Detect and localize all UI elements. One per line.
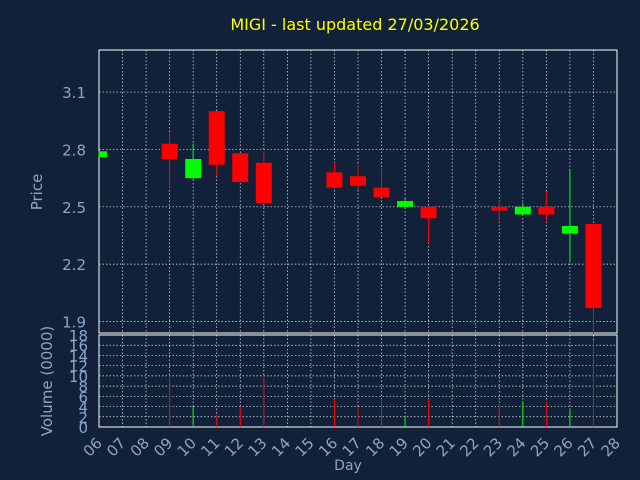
volume-tick-label: 2 — [78, 409, 88, 427]
x-tick-label: 12 — [221, 434, 247, 460]
x-tick-label: 11 — [197, 434, 223, 460]
price-tick-label: 3.1 — [62, 84, 86, 102]
x-tick-label: 09 — [150, 434, 176, 460]
x-tick-label: 10 — [174, 434, 200, 460]
volume-tick-label: 10 — [69, 368, 88, 386]
price-gridlines — [98, 50, 618, 333]
candle-24 — [514, 202, 531, 215]
x-tick-label: 26 — [551, 434, 577, 460]
candle-body — [208, 111, 225, 165]
volume-tick-label: 12 — [69, 358, 88, 376]
candle-body — [585, 224, 602, 309]
volume-tick-label: 16 — [69, 337, 88, 355]
volume-tick-label: 18 — [69, 327, 88, 345]
x-tick-label: 15 — [292, 434, 318, 460]
candle-body — [397, 201, 414, 207]
price-tick-label: 2.5 — [62, 199, 86, 217]
candle-body — [185, 158, 202, 179]
x-tick-label: 27 — [574, 434, 600, 460]
price-y-axis-ticks: 3.1 2.8 2.5 2.2 1.9 — [62, 84, 86, 331]
volume-tick-label: 0 — [78, 419, 88, 437]
x-tick-label: 21 — [433, 434, 459, 460]
candle-12 — [232, 153, 249, 182]
price-tick-label: 2.8 — [62, 141, 86, 159]
price-tick-label: 1.9 — [62, 314, 86, 332]
candle-body — [491, 206, 508, 211]
candle-09 — [161, 132, 178, 188]
candle-body — [420, 206, 437, 219]
candle-13 — [255, 151, 272, 203]
volume-tick-label: 4 — [78, 399, 88, 417]
candles — [98, 111, 602, 337]
price-tick-label: 2.2 — [62, 256, 86, 274]
candle-body — [161, 143, 178, 159]
candle-body — [350, 176, 366, 186]
x-tick-label: 24 — [503, 434, 529, 460]
candle-body — [99, 151, 107, 158]
x-tick-label: 17 — [339, 434, 365, 460]
volume-tick-label: 6 — [78, 388, 88, 406]
x-tick-label: 06 — [80, 434, 106, 460]
candle-19 — [397, 197, 414, 209]
candle-23 — [491, 201, 508, 223]
x-tick-label: 19 — [386, 434, 412, 460]
volume-bars — [169, 340, 594, 427]
x-tick-label: 14 — [268, 434, 294, 460]
candle-10 — [185, 143, 202, 181]
volume-tick-label: 14 — [69, 347, 88, 365]
candle-body — [232, 153, 249, 182]
x-tick-label: 22 — [456, 434, 482, 460]
x-axis-ticks: 0607080910111213141516171819202122232425… — [80, 434, 624, 460]
x-tick-label: 20 — [409, 434, 435, 460]
candle-26 — [561, 170, 578, 263]
price-panel: 3.1 2.8 2.5 2.2 1.9 Price — [28, 49, 618, 337]
x-axis-label: Day — [334, 458, 362, 474]
x-tick-label: 18 — [362, 434, 388, 460]
x-tick-label: 08 — [127, 434, 153, 460]
x-tick-label: 16 — [315, 434, 341, 460]
volume-axis-label: Volume (0000) — [38, 326, 56, 436]
candle-body — [514, 206, 531, 215]
x-tick-label: 28 — [598, 434, 624, 460]
candle-body — [326, 172, 343, 188]
candle-16 — [326, 162, 343, 188]
candle-body — [373, 187, 390, 198]
candle-25 — [538, 191, 555, 223]
chart-title: MIGI - last updated 27/03/2026 — [230, 15, 479, 34]
x-tick-label: 25 — [527, 434, 553, 460]
x-tick-label: 13 — [244, 434, 270, 460]
candle-20 — [420, 206, 437, 244]
candle-body — [538, 206, 555, 215]
candle-11 — [208, 111, 225, 177]
x-tick-label: 07 — [103, 434, 129, 460]
x-tick-label: 23 — [480, 434, 506, 460]
candle-17 — [350, 164, 366, 190]
price-axis-label: Price — [28, 174, 46, 211]
candle-06 — [98, 151, 107, 158]
candle-27 — [585, 224, 602, 337]
candle-body — [561, 225, 578, 234]
candle-18 — [373, 168, 390, 198]
volume-tick-label: 8 — [78, 378, 88, 396]
candle-body — [255, 162, 272, 203]
